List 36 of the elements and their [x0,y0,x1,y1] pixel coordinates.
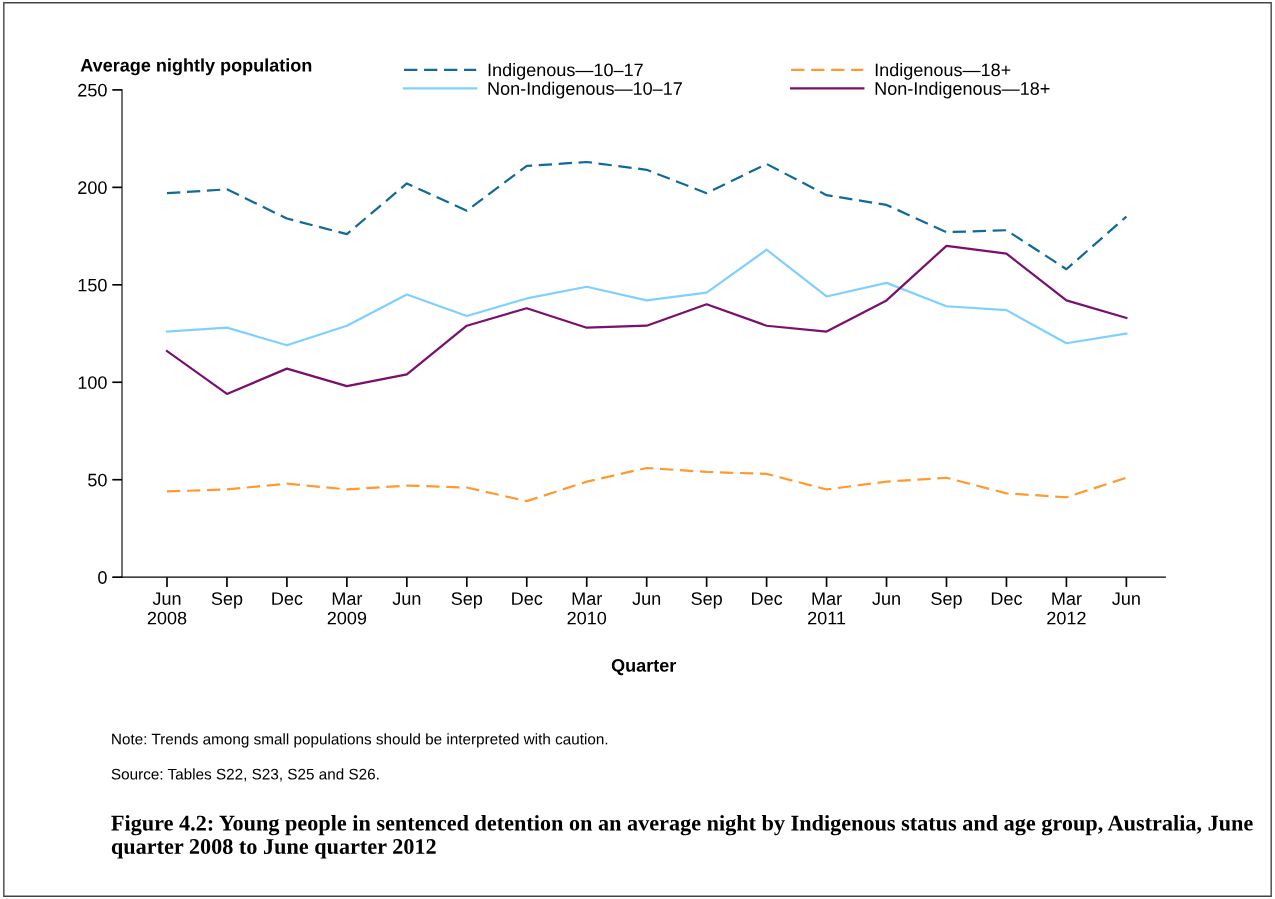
x-tick-label: Sep [211,592,243,609]
y-tick-label: 0 [98,571,107,584]
x-tick-label: Jun [1112,592,1140,605]
legend-label: Indigenous—10–17 [488,63,643,80]
x-tick-label: Sep [931,592,962,609]
y-tick-label: 200 [78,181,107,195]
x-tick-label: Dec [272,592,303,605]
x-tick-label: Jun [632,592,661,605]
x-tick-label: Mar 2010 [567,592,607,625]
y-axis-title: Average nightly population [80,58,312,76]
y-tick-label: 100 [78,376,107,389]
x-tick-label: Dec [991,592,1023,605]
legend-label: Non-Indigenous—18+ [875,81,1050,99]
text: Note: Trends among small populations should be interpreted with caution. [112,733,608,748]
x-tick-label: Dec [752,592,783,605]
x-tick-label: Sep [451,592,483,609]
line-series [165,244,1128,396]
x-tick-label: Sep [691,592,722,609]
x-tick-label: Jun [872,592,900,605]
legend-label: Indigenous—18+ [875,63,1011,80]
x-tick-label: Jun [392,592,421,605]
line-series [165,160,1128,271]
y-tick-label: 150 [78,278,107,292]
text: Figure 4.2: Young people in sentenced detention on an average night by Indigenous status and age group, Australia, June quarter 2008 to June quarter 2012 [111,814,1253,859]
line-series [165,466,1128,503]
x-tick-label: Mar 2012 [1047,592,1086,625]
x-tick-label: Mar 2011 [808,592,846,625]
source-note: Source: Tables S22, S23, S25 and S26. [111,768,379,782]
y-tick-label: 250 [78,83,107,97]
x-tick-label: Mar 2009 [327,592,367,625]
x-tick-label: Dec [512,592,543,605]
legend-label: Non-Indigenous—10–17 [488,81,682,99]
x-tick-label: Jun 2008 [147,592,187,625]
y-tick-label: 50 [88,473,107,487]
line-series [165,248,1128,347]
x-axis-title: Quarter [611,659,677,676]
